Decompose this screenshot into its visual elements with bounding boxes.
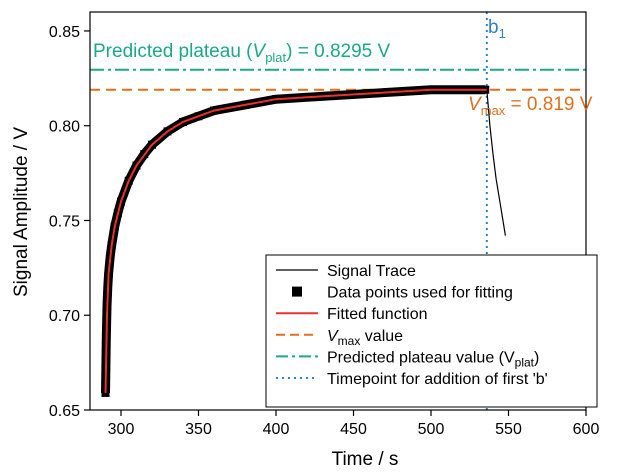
vmax-annotation: Vmax = 0.819 V xyxy=(468,94,593,118)
legend-swatch-points xyxy=(292,286,302,297)
legend-label-points: Data points used for fitting xyxy=(327,285,513,302)
x-tick-label: 550 xyxy=(495,421,522,438)
legend-label-sub: plat xyxy=(515,355,535,369)
vmax-annotation-sub: max xyxy=(481,103,506,118)
legend-label-after: value xyxy=(360,328,403,345)
legend-label-sub: max xyxy=(338,334,361,348)
b1-annotation-sub: 1 xyxy=(499,26,506,41)
data-series xyxy=(101,85,506,397)
legend-label-timepoint: Timepoint for addition of first 'b' xyxy=(327,371,548,388)
plateau-annotation: Predicted plateau (Vplat) = 0.8295 V xyxy=(93,41,391,65)
legend: Signal Trace Data points used for fitting… xyxy=(265,254,598,408)
legend-label-main: Predicted plateau value (V xyxy=(327,349,515,366)
plot-frame xyxy=(89,11,587,411)
y-axis-title: Signal Amplitude / V xyxy=(11,127,32,297)
vmax-annotation-var: V xyxy=(468,94,483,115)
x-tick-label: 350 xyxy=(185,421,212,438)
x-axis-title: Time / s xyxy=(332,449,399,470)
legend-label-after: ) xyxy=(534,349,539,366)
legend-label-vmax: Vmax value xyxy=(327,328,403,348)
b1-annotation: b1 xyxy=(488,17,506,41)
fitted-function-line xyxy=(104,88,487,393)
x-tick-label: 600 xyxy=(573,421,600,438)
y-tick-label: 0.75 xyxy=(49,213,80,230)
plateau-annotation-var: V xyxy=(253,41,268,62)
y-tick-label: 0.85 xyxy=(49,24,80,41)
plateau-annotation-prefix: Predicted plateau ( xyxy=(93,41,253,62)
x-tick-label: 500 xyxy=(418,421,445,438)
x-tick-label: 400 xyxy=(263,421,290,438)
axis-ticks: 300 350 400 450 500 550 600 0.65 0.70 0.75 0.80 0.8… xyxy=(49,24,600,438)
x-tick-label: 300 xyxy=(108,421,135,438)
b1-annotation-letter: b xyxy=(488,17,499,38)
data-point xyxy=(101,388,110,397)
legend-label-fit: Fitted function xyxy=(327,306,428,323)
x-tick-label: 450 xyxy=(340,421,367,438)
legend-label-main: V xyxy=(327,328,339,345)
plateau-annotation-suffix: ) = 0.8295 V xyxy=(286,41,390,62)
y-tick-label: 0.65 xyxy=(49,403,80,420)
vmax-annotation-suffix: = 0.819 V xyxy=(505,94,592,115)
y-tick-label: 0.70 xyxy=(49,308,80,325)
plateau-annotation-sub: plat xyxy=(265,50,286,65)
y-tick-label: 0.80 xyxy=(49,119,80,136)
legend-label-signal: Signal Trace xyxy=(327,263,416,280)
legend-label-plateau: Predicted plateau value (Vplat) xyxy=(327,349,539,369)
legend-box xyxy=(265,254,598,408)
